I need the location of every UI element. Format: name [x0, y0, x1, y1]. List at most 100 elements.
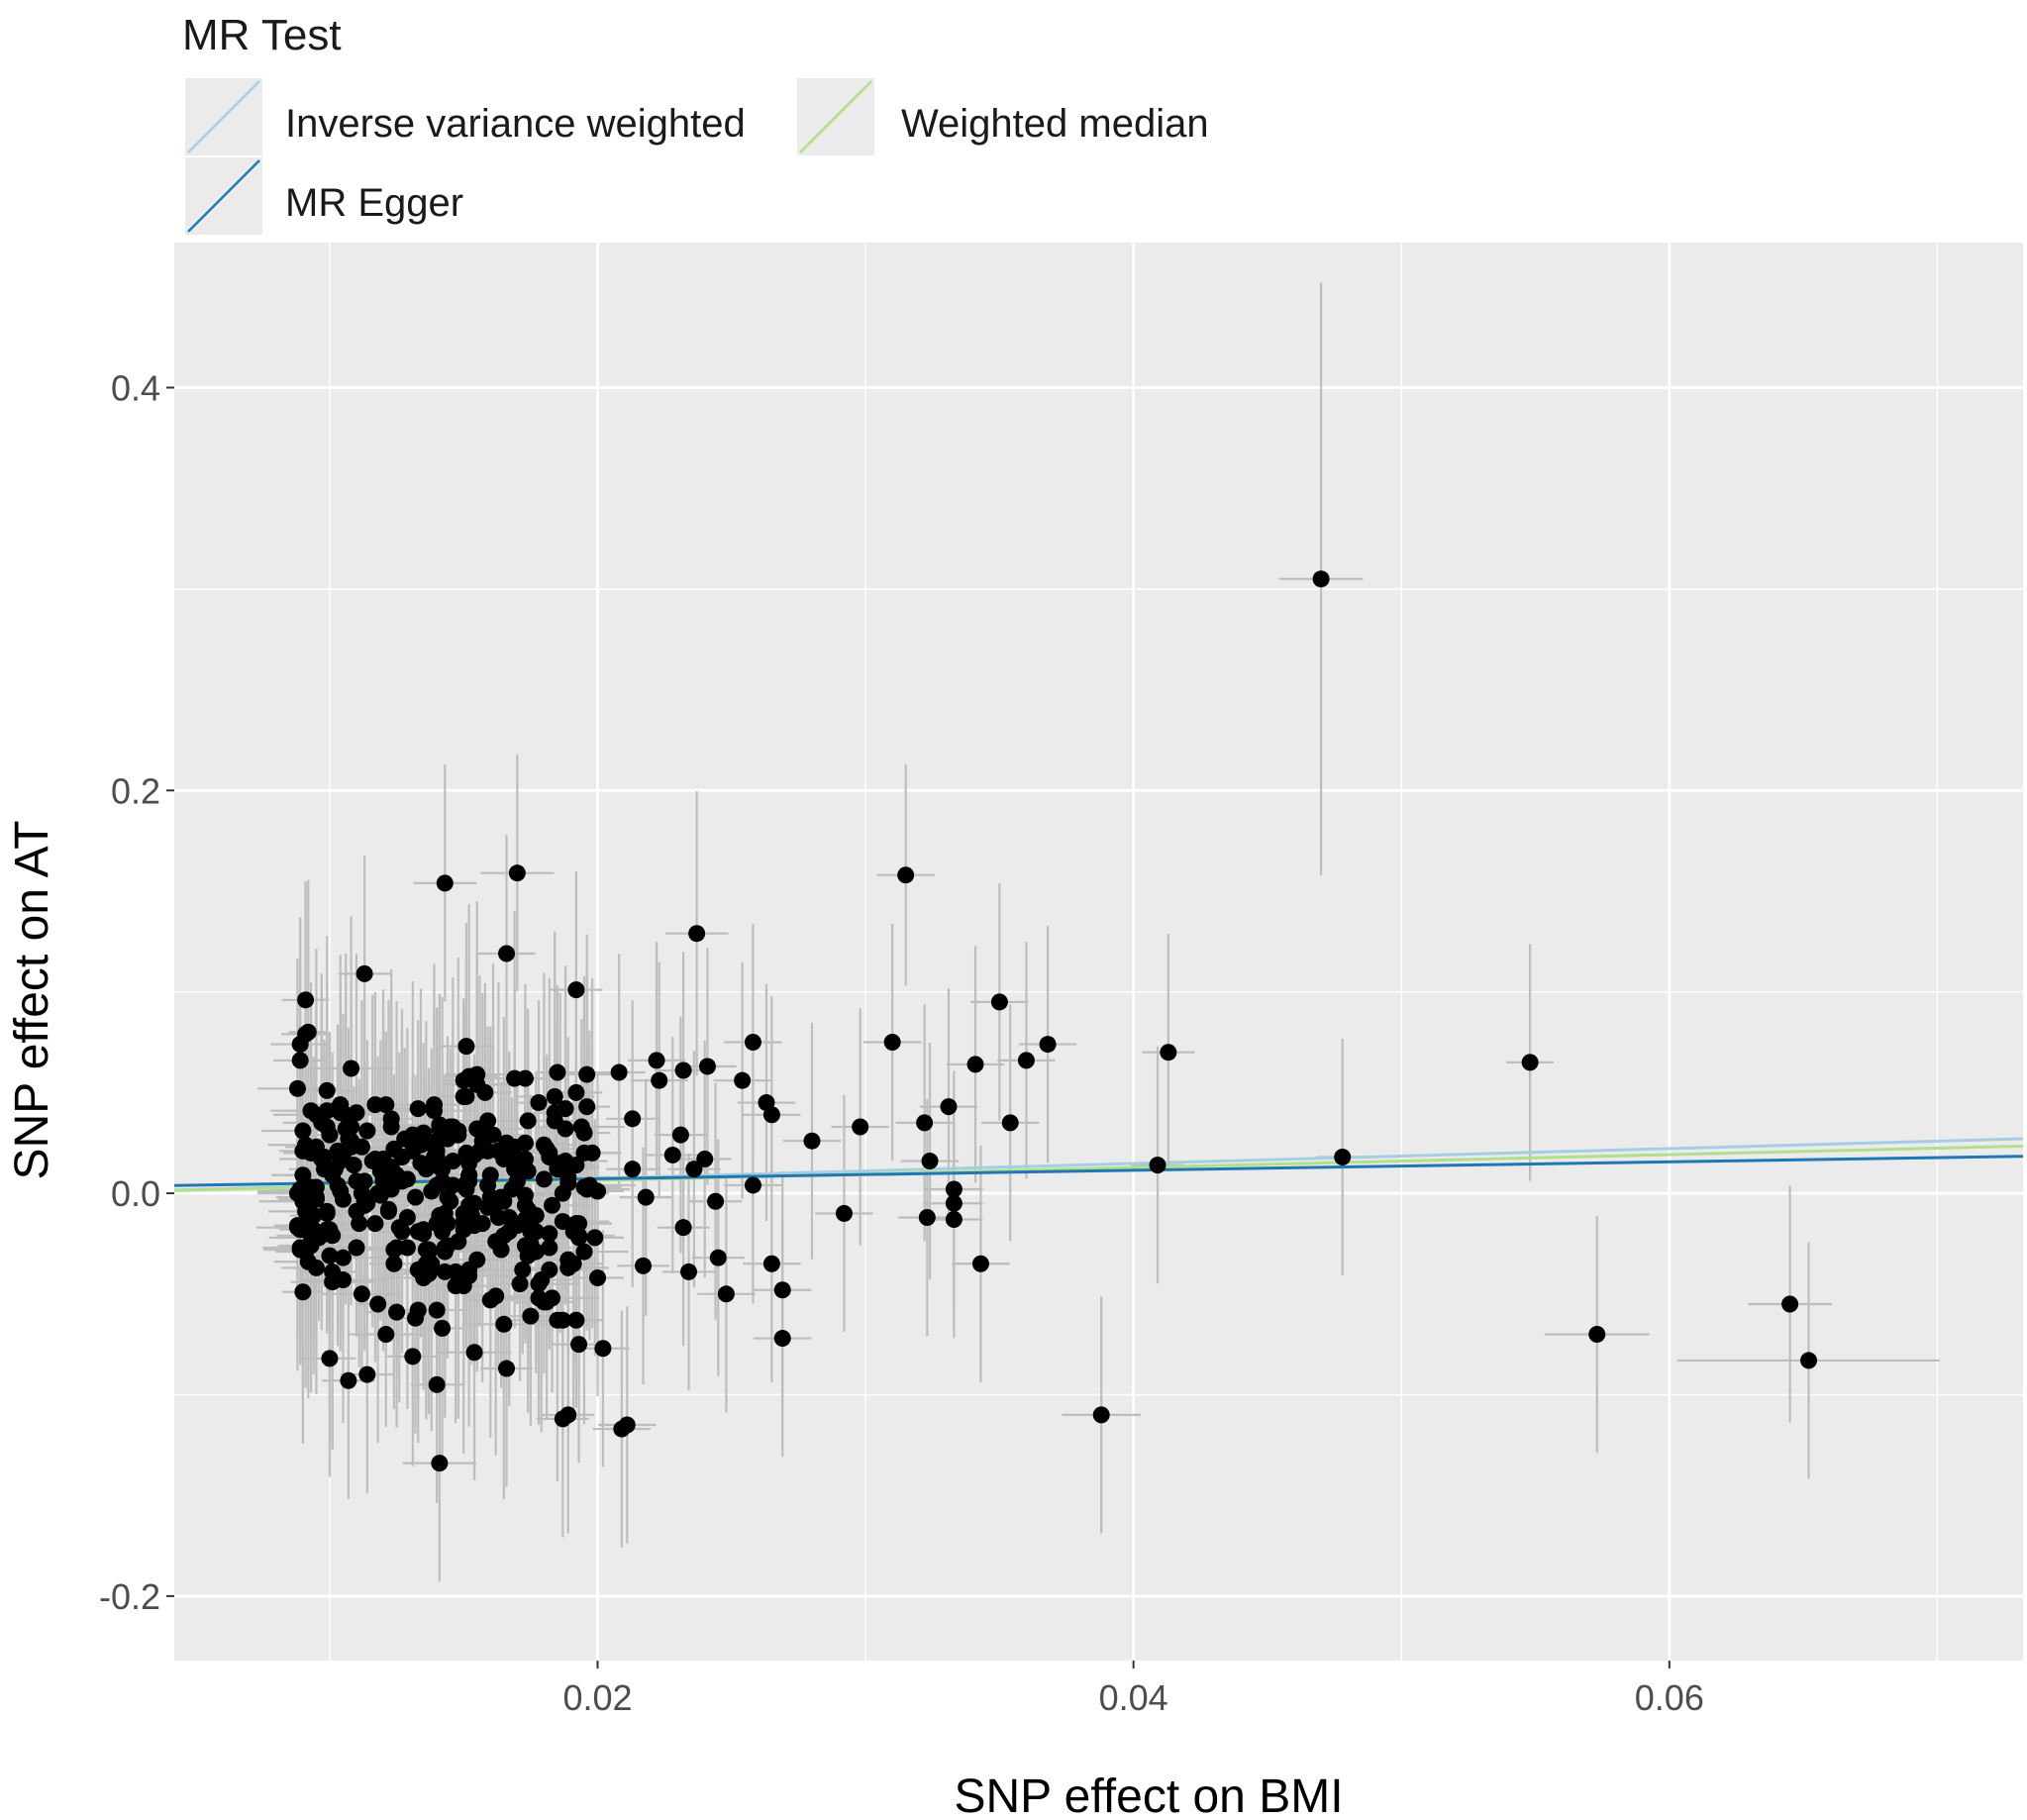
data-point: [570, 1229, 588, 1247]
data-point: [578, 1065, 596, 1083]
data-point: [624, 1110, 642, 1128]
data-point: [377, 1325, 395, 1343]
data-point: [366, 1096, 384, 1114]
data-point: [554, 1213, 571, 1231]
legend-item-mr-egger: MR Egger: [185, 157, 463, 235]
data-point: [428, 1301, 446, 1319]
data-point: [696, 1151, 714, 1168]
data-point: [554, 1410, 571, 1428]
data-point: [334, 1249, 352, 1266]
data-point: [415, 1269, 433, 1287]
data-point: [476, 1083, 494, 1101]
data-point: [567, 1157, 585, 1174]
data-point: [379, 1200, 397, 1218]
data-point: [610, 1063, 628, 1081]
data-point: [516, 1069, 534, 1087]
data-point: [398, 1239, 416, 1257]
data-point: [717, 1285, 735, 1303]
data-point: [541, 1148, 558, 1165]
data-point: [297, 991, 315, 1009]
data-point: [457, 1038, 475, 1056]
data-point: [578, 1098, 596, 1116]
data-point: [288, 1079, 306, 1097]
data-point: [324, 1166, 342, 1184]
data-point: [343, 1060, 360, 1077]
data-point: [340, 1130, 357, 1148]
data-point: [428, 1142, 446, 1160]
data-point: [415, 1221, 433, 1239]
data-point: [940, 1098, 958, 1116]
data-point: [637, 1188, 655, 1206]
data-point: [460, 1261, 478, 1278]
data-point: [465, 1344, 483, 1362]
data-point: [500, 1209, 518, 1226]
data-point: [439, 1188, 456, 1206]
data-point: [465, 1194, 483, 1212]
data-point: [541, 1239, 558, 1257]
data-point: [535, 1170, 553, 1188]
data-point: [460, 1172, 478, 1190]
data-point: [447, 1263, 464, 1280]
data-point: [1001, 1114, 1019, 1132]
y-axis-ticks: 0.4 0.2 0.0 -0.2: [99, 367, 174, 1617]
data-point: [294, 1166, 312, 1184]
data-point: [883, 1034, 901, 1052]
data-point: [1781, 1295, 1799, 1313]
data-point: [744, 1034, 761, 1052]
legend: MR Test Inverse variance weighted Weight…: [182, 11, 1209, 235]
data-point: [318, 1118, 336, 1136]
data-point: [1312, 570, 1330, 588]
data-point: [918, 1209, 936, 1226]
data-point: [578, 1180, 596, 1198]
data-point: [1334, 1148, 1352, 1165]
data-point: [921, 1153, 939, 1170]
legend-label-ivw: Inverse variance weighted: [285, 102, 746, 146]
legend-line-mr-egger: [187, 159, 260, 233]
data-point: [671, 1126, 689, 1144]
data-point: [302, 1102, 320, 1120]
y-tick-label: 0.2: [111, 770, 160, 811]
data-point: [575, 1144, 593, 1162]
data-point: [544, 1196, 561, 1214]
legend-title: MR Test: [182, 11, 342, 59]
data-point: [321, 1247, 339, 1264]
data-point: [916, 1114, 934, 1132]
data-point: [385, 1255, 403, 1272]
data-point: [340, 1371, 357, 1389]
data-point: [519, 1112, 537, 1130]
data-point: [460, 1155, 478, 1172]
data-point: [744, 1176, 761, 1194]
data-point: [685, 1161, 703, 1178]
data-point: [945, 1211, 963, 1229]
data-point: [541, 1225, 558, 1243]
data-point: [334, 1271, 352, 1289]
data-point: [393, 1223, 411, 1241]
data-point: [393, 1172, 411, 1190]
data-point: [535, 1293, 553, 1311]
legend-line-ivw: [187, 80, 260, 153]
data-point: [417, 1161, 435, 1178]
data-point: [348, 1239, 365, 1257]
data-point: [1092, 1406, 1110, 1424]
data-point: [434, 1223, 452, 1241]
data-point: [318, 1204, 336, 1222]
x-axis-ticks: 0.02 0.04 0.06: [562, 1661, 1704, 1718]
data-point: [334, 1190, 352, 1208]
data-point: [492, 1241, 510, 1259]
data-point: [420, 1241, 438, 1259]
grid-lines: [174, 243, 2023, 1661]
data-point: [382, 1110, 400, 1128]
data-point: [546, 1087, 563, 1105]
data-point: [444, 1153, 461, 1170]
data-point: [559, 1259, 577, 1276]
data-point: [567, 1311, 585, 1329]
data-point: [527, 1206, 545, 1224]
data-point: [570, 1336, 588, 1354]
data-point: [294, 1283, 312, 1301]
data-point: [533, 1271, 551, 1289]
data-point: [457, 1087, 475, 1105]
data-point: [332, 1104, 350, 1122]
data-point: [434, 1319, 452, 1337]
data-point: [407, 1309, 425, 1327]
